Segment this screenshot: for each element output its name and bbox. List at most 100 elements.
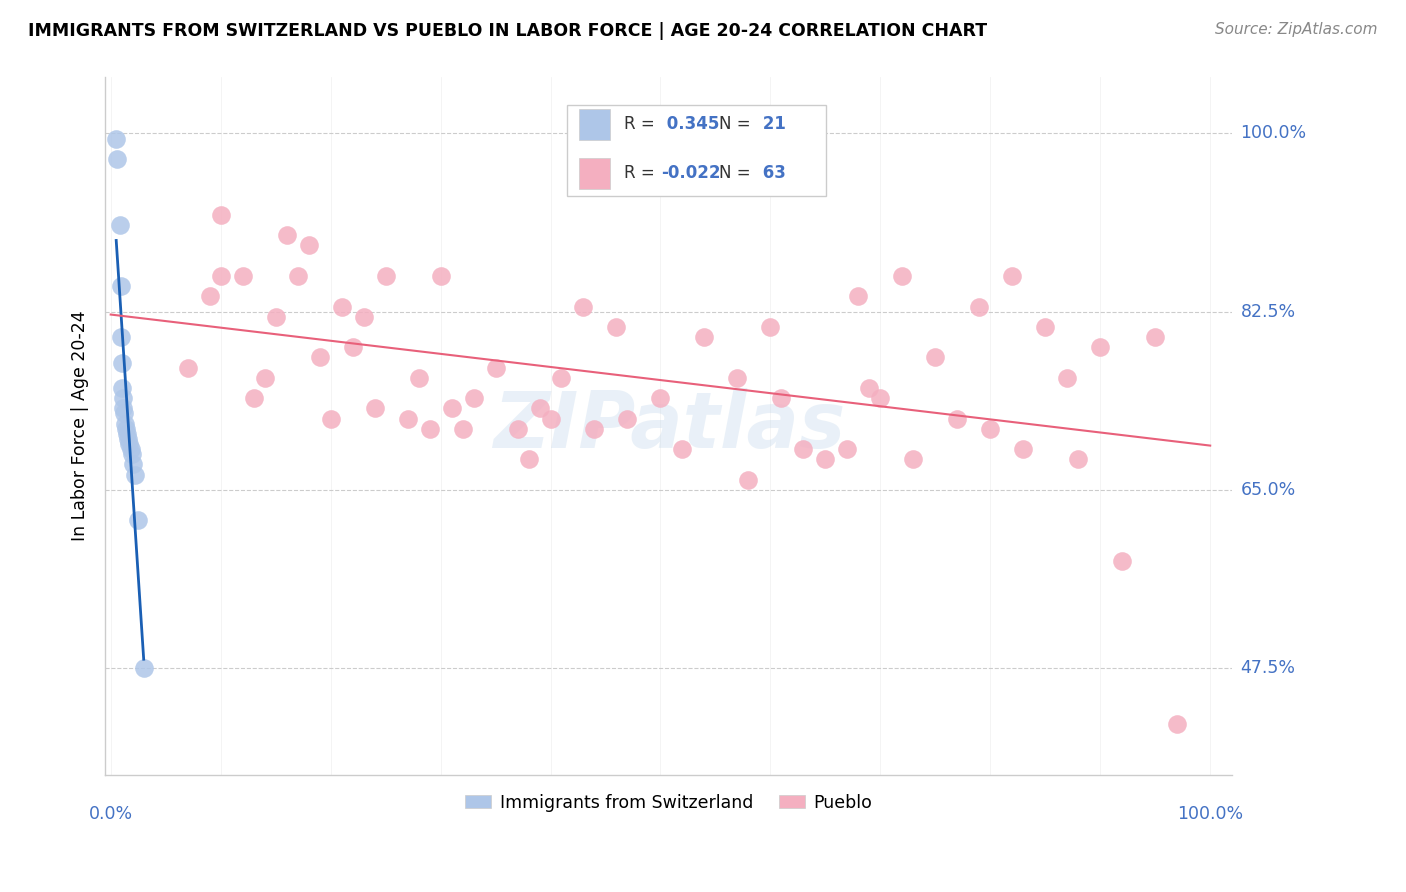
FancyBboxPatch shape: [578, 109, 610, 140]
Point: [308, 351, 330, 365]
Point: [979, 422, 1001, 436]
Point: [108, 218, 131, 232]
Point: [1001, 268, 1024, 283]
Text: -0.022: -0.022: [661, 164, 720, 182]
Legend: Immigrants from Switzerland, Pueblo: Immigrants from Switzerland, Pueblo: [458, 787, 880, 819]
Point: [429, 268, 451, 283]
Point: [114, 417, 136, 431]
Point: [605, 319, 627, 334]
Point: [814, 452, 837, 467]
Point: [287, 268, 309, 283]
Text: R =: R =: [624, 164, 659, 182]
Point: [1166, 717, 1188, 731]
Point: [572, 300, 595, 314]
Point: [198, 289, 221, 303]
Point: [583, 422, 606, 436]
Text: 100.0%: 100.0%: [1240, 125, 1306, 143]
Text: 0.0%: 0.0%: [89, 805, 132, 823]
Point: [121, 458, 143, 472]
Point: [209, 208, 232, 222]
Text: N =: N =: [720, 115, 756, 133]
Point: [176, 360, 198, 375]
Point: [1090, 340, 1112, 354]
Point: [550, 371, 572, 385]
Point: [111, 381, 134, 395]
Point: [232, 268, 254, 283]
Point: [924, 351, 946, 365]
Point: [363, 401, 385, 416]
Point: [117, 432, 139, 446]
Point: [121, 447, 143, 461]
Point: [1012, 442, 1035, 456]
Point: [903, 452, 925, 467]
Point: [858, 381, 880, 395]
Point: [120, 442, 142, 456]
Point: [105, 131, 128, 145]
Point: [1033, 319, 1056, 334]
Point: [353, 310, 375, 324]
Point: [209, 268, 232, 283]
Point: [969, 300, 991, 314]
Point: [1111, 554, 1133, 568]
Text: 63: 63: [756, 164, 786, 182]
Point: [792, 442, 814, 456]
Point: [374, 268, 396, 283]
Point: [132, 661, 155, 675]
Text: Source: ZipAtlas.com: Source: ZipAtlas.com: [1215, 22, 1378, 37]
Point: [110, 330, 132, 344]
FancyBboxPatch shape: [578, 158, 610, 189]
Text: 65.0%: 65.0%: [1240, 481, 1296, 499]
Point: [319, 411, 342, 425]
Point: [330, 300, 353, 314]
Point: [770, 391, 793, 405]
Point: [396, 411, 419, 425]
Point: [650, 391, 672, 405]
Point: [105, 152, 128, 166]
Point: [264, 310, 287, 324]
Text: 100.0%: 100.0%: [1177, 805, 1243, 823]
FancyBboxPatch shape: [567, 105, 827, 196]
Point: [869, 391, 891, 405]
Point: [115, 426, 138, 441]
Text: IMMIGRANTS FROM SWITZERLAND VS PUEBLO IN LABOR FORCE | AGE 20-24 CORRELATION CHA: IMMIGRANTS FROM SWITZERLAND VS PUEBLO IN…: [28, 22, 987, 40]
Point: [440, 401, 463, 416]
Point: [506, 422, 529, 436]
Point: [1067, 452, 1090, 467]
Point: [671, 442, 693, 456]
Point: [297, 238, 319, 252]
Point: [112, 407, 135, 421]
Point: [846, 289, 869, 303]
Text: 0.345: 0.345: [661, 115, 720, 133]
Text: R =: R =: [624, 115, 659, 133]
Point: [111, 355, 134, 369]
Point: [124, 467, 146, 482]
Point: [693, 330, 716, 344]
Point: [1144, 330, 1167, 344]
Point: [342, 340, 364, 354]
Point: [484, 360, 506, 375]
Point: [276, 228, 298, 243]
Point: [110, 279, 132, 293]
Y-axis label: In Labor Force | Age 20-24: In Labor Force | Age 20-24: [72, 311, 89, 541]
Point: [529, 401, 551, 416]
Point: [419, 422, 441, 436]
Text: N =: N =: [720, 164, 756, 182]
Point: [451, 422, 474, 436]
Point: [463, 391, 485, 405]
Point: [737, 473, 759, 487]
Point: [115, 422, 138, 436]
Text: 21: 21: [756, 115, 786, 133]
Point: [891, 268, 914, 283]
Point: [946, 411, 969, 425]
Point: [127, 513, 149, 527]
Point: [616, 411, 638, 425]
Text: 82.5%: 82.5%: [1240, 302, 1296, 320]
Point: [118, 437, 141, 451]
Point: [725, 371, 748, 385]
Text: 47.5%: 47.5%: [1240, 659, 1295, 677]
Point: [837, 442, 859, 456]
Point: [242, 391, 264, 405]
Text: ZIPatlas: ZIPatlas: [492, 388, 845, 464]
Point: [111, 401, 134, 416]
Point: [1056, 371, 1078, 385]
